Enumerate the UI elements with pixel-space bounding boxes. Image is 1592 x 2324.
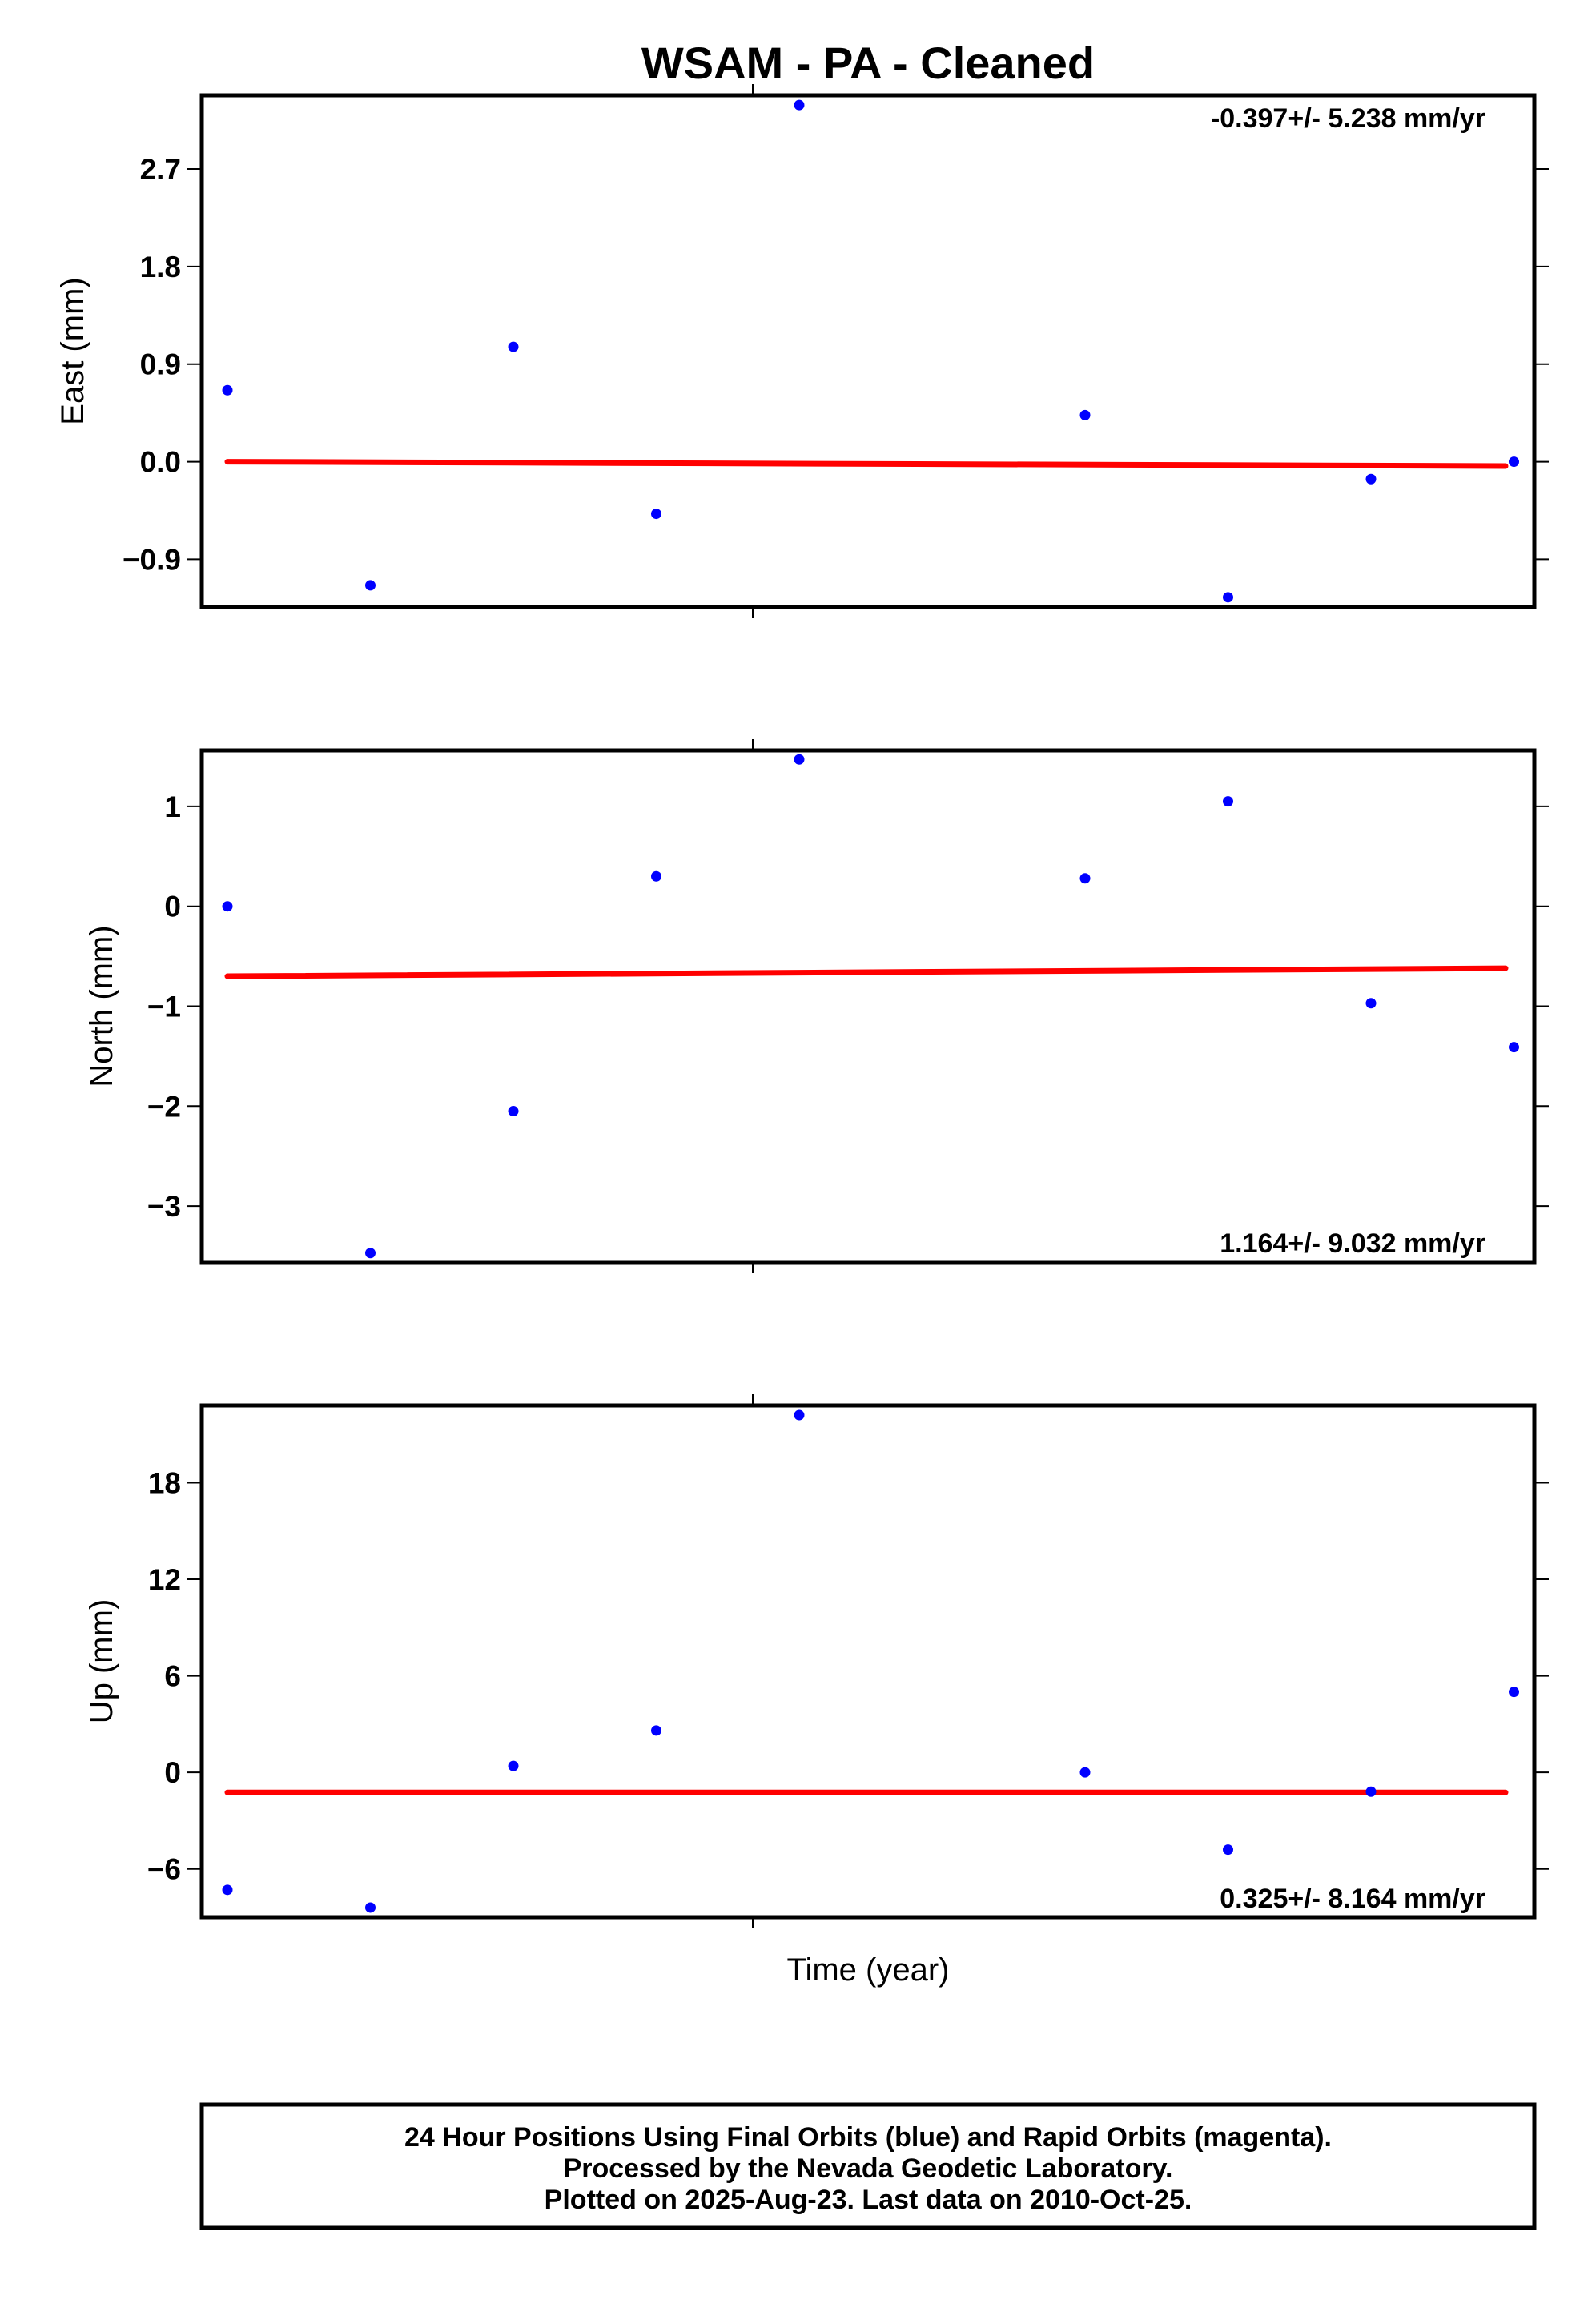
up-panel: −6 0 6 12 18 Up (mm) 0.325+/- 8.164 mm/yr: [84, 1394, 1549, 1928]
east-data-point: [1079, 409, 1091, 420]
up-ytick-label: 18: [148, 1466, 181, 1499]
east-y-axis-label: East (mm): [55, 277, 90, 424]
x-axis-label: Time (year): [787, 1952, 950, 1988]
east-rate-label: -0.397+/- 5.238 mm/yr: [1211, 103, 1485, 134]
footer-box: [199, 2102, 1537, 2230]
north-panel: −3 −2 −1 0 1 North (mm) 1.164+/- 9.032 mm/yr: [84, 739, 1549, 1273]
up-data-point: [1079, 1767, 1091, 1778]
north-data-point: [1509, 1042, 1519, 1053]
east-ytick-label: 0.9: [140, 348, 181, 381]
up-data-point: [651, 1725, 661, 1736]
north-data-point: [794, 754, 805, 765]
north-data-point: [365, 1248, 376, 1259]
north-y-axis-label: North (mm): [84, 925, 119, 1087]
east-trend-line: [224, 459, 1509, 469]
east-data-point: [1365, 473, 1377, 485]
up-ytick-label: −6: [147, 1853, 181, 1886]
north-data-point: [1365, 998, 1377, 1009]
north-data-point: [222, 901, 233, 912]
north-rate-label: 1.164+/- 9.032 mm/yr: [1220, 1228, 1485, 1259]
east-data-point: [794, 99, 805, 111]
east-data-point: [1509, 456, 1519, 468]
north-data-point: [1223, 796, 1233, 807]
up-data-point: [365, 1902, 376, 1913]
east-data-point: [365, 580, 376, 591]
footer-line-2: Processed by the Nevada Geodetic Laborat…: [564, 2153, 1173, 2184]
up-y-axis-label: Up (mm): [84, 1599, 119, 1724]
north-ytick-label: −1: [147, 991, 181, 1023]
north-data-point: [508, 1106, 519, 1117]
north-ytick-label: 0: [164, 891, 181, 923]
up-data-point: [222, 1884, 233, 1896]
east-data-point: [508, 341, 519, 352]
north-panel-frame: [199, 748, 1537, 1265]
east-ytick-label: 1.8: [140, 251, 181, 283]
up-rate-label: 0.325+/- 8.164 mm/yr: [1220, 1884, 1485, 1914]
east-data-point: [651, 509, 661, 520]
panels-group: −0.9 0.0 0.9 1.8 2.7 East (mm) -0.397+/- 5.238…: [55, 84, 1549, 1928]
up-data-point: [508, 1760, 519, 1771]
north-data-point: [1079, 873, 1091, 884]
chart-title: WSAM - PA - Cleaned: [641, 38, 1095, 88]
north-data-point: [651, 870, 661, 882]
up-data-point: [1365, 1786, 1377, 1797]
up-data-point: [1223, 1844, 1233, 1856]
east-panel: −0.9 0.0 0.9 1.8 2.7 East (mm) -0.397+/- 5.238…: [55, 84, 1549, 618]
up-data-point: [1509, 1687, 1519, 1698]
up-panel-frame: [199, 1403, 1537, 1920]
north-trend-line: [224, 965, 1509, 979]
footer-line-3: Plotted on 2025-Aug-23. Last data on 201…: [545, 2185, 1192, 2215]
up-ytick-label: 0: [164, 1756, 181, 1789]
up-ytick-label: 12: [148, 1563, 181, 1596]
east-data-point: [222, 384, 233, 396]
up-data-point: [794, 1409, 805, 1421]
east-ytick-label: −0.9: [123, 543, 181, 576]
east-panel-frame: [199, 93, 1537, 609]
footer-line-1: 24 Hour Positions Using Final Orbits (bl…: [404, 2122, 1332, 2153]
up-ytick-label: 6: [164, 1660, 181, 1693]
north-ytick-label: −3: [147, 1190, 181, 1223]
north-ytick-label: 1: [164, 790, 181, 823]
north-ytick-label: −2: [147, 1090, 181, 1123]
east-ytick-label: 2.7: [140, 153, 181, 186]
east-data-point: [1223, 592, 1233, 603]
east-ytick-label: 0.0: [140, 446, 181, 479]
